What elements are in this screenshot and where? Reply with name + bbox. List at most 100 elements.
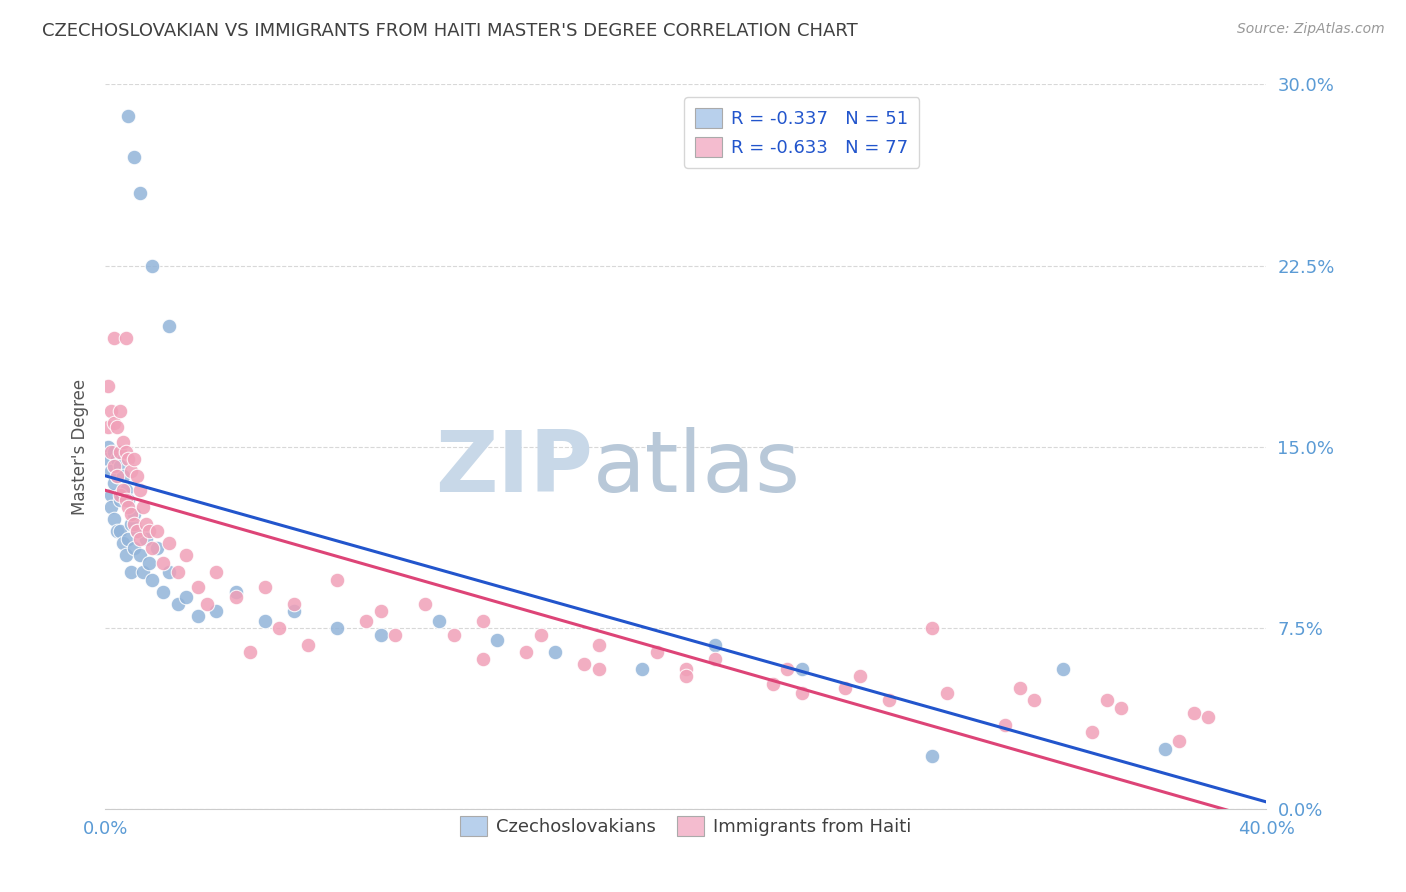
Point [176, 590, 198, 604]
Point [413, 597, 436, 611]
Point [283, 597, 305, 611]
Legend: Czechoslovakians, Immigrants from Haiti: Czechoslovakians, Immigrants from Haiti [453, 809, 920, 844]
Point [114, 331, 136, 345]
Point [105, 524, 128, 539]
Point [120, 464, 142, 478]
Point [921, 621, 943, 635]
Text: CZECHOSLOVAKIAN VS IMMIGRANTS FROM HAITI MASTER'S DEGREE CORRELATION CHART: CZECHOSLOVAKIAN VS IMMIGRANTS FROM HAITI… [42, 22, 858, 40]
Point [1182, 706, 1205, 720]
Point [108, 524, 131, 539]
Point [776, 662, 799, 676]
Point [645, 645, 668, 659]
Point [129, 483, 152, 498]
Point [225, 584, 247, 599]
Point [111, 434, 134, 449]
Point [141, 541, 163, 556]
Point [103, 331, 125, 345]
Point [877, 693, 900, 707]
Point [1095, 693, 1118, 707]
Point [253, 614, 276, 628]
Point [152, 584, 174, 599]
Point [138, 556, 160, 570]
Point [269, 621, 291, 635]
Point [114, 492, 136, 507]
Point [544, 645, 567, 659]
Y-axis label: Master's Degree: Master's Degree [72, 379, 89, 515]
Point [1081, 724, 1104, 739]
Point [100, 488, 122, 502]
Point [108, 444, 131, 458]
Point [283, 604, 305, 618]
Point [1168, 734, 1191, 748]
Point [103, 416, 125, 430]
Point [117, 451, 139, 466]
Point [132, 500, 155, 515]
Point [108, 492, 131, 507]
Point [384, 628, 406, 642]
Point [834, 681, 856, 696]
Point [146, 541, 169, 556]
Point [105, 451, 128, 466]
Point [97, 379, 120, 393]
Point [195, 597, 218, 611]
Point [994, 717, 1017, 731]
Point [152, 556, 174, 570]
Point [141, 573, 163, 587]
Point [486, 633, 509, 648]
Point [111, 483, 134, 498]
Point [117, 109, 139, 123]
Point [790, 686, 813, 700]
Point [1153, 741, 1175, 756]
Point [103, 459, 125, 474]
Point [166, 566, 188, 580]
Point [108, 459, 131, 474]
Point [103, 512, 125, 526]
Point [675, 669, 697, 683]
Point [530, 628, 553, 642]
Point [122, 508, 145, 522]
Point [122, 541, 145, 556]
Point [515, 645, 537, 659]
Point [97, 440, 120, 454]
Point [114, 444, 136, 458]
Text: ZIP: ZIP [434, 427, 593, 510]
Point [117, 500, 139, 515]
Point [427, 614, 450, 628]
Point [157, 566, 180, 580]
Point [187, 608, 209, 623]
Point [108, 488, 131, 502]
Point [120, 508, 142, 522]
Point [936, 686, 959, 700]
Point [204, 604, 226, 618]
Point [370, 604, 392, 618]
Point [921, 749, 943, 764]
Point [105, 468, 128, 483]
Point [97, 420, 120, 434]
Point [297, 638, 319, 652]
Point [157, 318, 180, 333]
Point [127, 524, 149, 539]
Point [356, 614, 378, 628]
Point [122, 150, 145, 164]
Point [675, 662, 697, 676]
Point [97, 451, 120, 466]
Point [129, 549, 152, 563]
Point [471, 652, 494, 666]
Point [114, 483, 136, 498]
Point [703, 652, 725, 666]
Point [157, 536, 180, 550]
Point [146, 524, 169, 539]
Point [176, 549, 198, 563]
Point [1052, 662, 1074, 676]
Point [135, 517, 157, 532]
Point [129, 532, 152, 546]
Point [100, 500, 122, 515]
Point [204, 566, 226, 580]
Point [127, 468, 149, 483]
Point [127, 524, 149, 539]
Point [120, 517, 142, 532]
Point [588, 662, 610, 676]
Point [253, 580, 276, 594]
Point [108, 403, 131, 417]
Point [135, 532, 157, 546]
